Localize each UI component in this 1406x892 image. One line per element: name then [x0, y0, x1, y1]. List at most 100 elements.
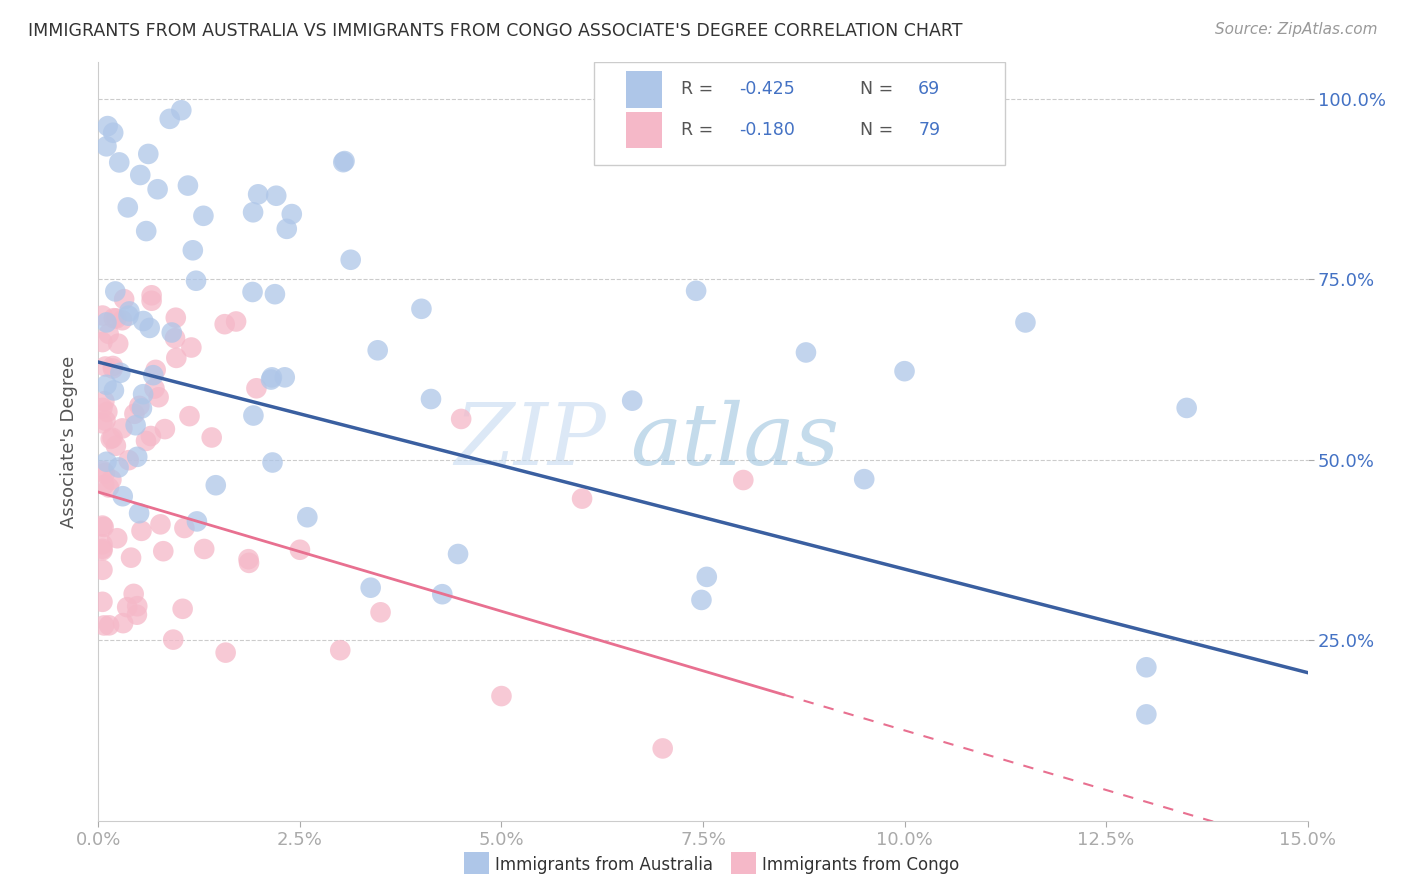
Point	[696, 570, 718, 584]
Point	[111, 421, 134, 435]
Point	[94, 359, 117, 374]
Point	[105, 311, 128, 326]
Point	[91, 309, 114, 323]
Point	[124, 407, 146, 421]
Point	[260, 370, 283, 384]
Point	[262, 456, 284, 470]
Point	[165, 351, 187, 365]
Point	[163, 331, 186, 345]
Point	[238, 556, 260, 570]
Text: R =: R =	[682, 80, 718, 98]
Point	[101, 361, 124, 376]
Bar	[626, 112, 662, 148]
Point	[179, 409, 201, 424]
FancyBboxPatch shape	[595, 62, 1005, 165]
Text: atlas: atlas	[630, 401, 839, 483]
Point	[128, 506, 150, 520]
Text: -0.180: -0.180	[740, 121, 796, 139]
Point	[96, 377, 118, 392]
Point	[297, 510, 319, 524]
Point	[193, 209, 215, 223]
Point	[152, 544, 174, 558]
Point	[685, 284, 707, 298]
Point	[214, 646, 236, 660]
Point	[135, 434, 157, 448]
Point	[186, 515, 208, 529]
Point	[136, 147, 159, 161]
Point	[1135, 660, 1157, 674]
Point	[120, 550, 142, 565]
Point	[94, 466, 117, 480]
Point	[621, 393, 644, 408]
Point	[242, 285, 264, 299]
Point	[91, 464, 114, 478]
Point	[105, 531, 128, 545]
Point	[118, 304, 141, 318]
Point	[117, 309, 139, 323]
Point	[360, 581, 382, 595]
Point	[247, 187, 270, 202]
Point	[112, 616, 135, 631]
Point	[98, 618, 121, 632]
Point	[329, 643, 352, 657]
Point	[180, 341, 202, 355]
Point	[132, 387, 155, 401]
Point	[1014, 315, 1036, 329]
Point	[93, 478, 115, 492]
Point	[245, 381, 267, 395]
Point	[651, 741, 673, 756]
Point	[264, 287, 287, 301]
Point	[112, 292, 135, 306]
Bar	[626, 71, 662, 108]
Point	[108, 155, 131, 169]
Point	[125, 607, 148, 622]
Point	[145, 363, 167, 377]
Point	[91, 541, 114, 556]
Point	[91, 417, 114, 431]
Point	[193, 541, 215, 556]
Point	[115, 600, 138, 615]
Point	[794, 345, 817, 359]
Text: IMMIGRANTS FROM AUSTRALIA VS IMMIGRANTS FROM CONGO ASSOCIATE'S DEGREE CORRELATIO: IMMIGRANTS FROM AUSTRALIA VS IMMIGRANTS …	[28, 22, 963, 40]
Point	[143, 382, 166, 396]
Point	[91, 537, 114, 551]
Point	[131, 524, 153, 538]
Text: -0.425: -0.425	[740, 80, 794, 98]
Text: 79: 79	[918, 121, 941, 139]
Text: Source: ZipAtlas.com: Source: ZipAtlas.com	[1215, 22, 1378, 37]
Text: N =: N =	[860, 80, 898, 98]
Point	[146, 182, 169, 196]
Point	[127, 450, 149, 464]
Point	[165, 310, 187, 325]
Point	[162, 632, 184, 647]
Point	[129, 168, 152, 182]
Point	[131, 401, 153, 416]
Point	[264, 188, 287, 202]
Point	[97, 119, 120, 133]
Point	[96, 405, 118, 419]
Text: ZIP: ZIP	[454, 401, 606, 483]
Point	[260, 372, 283, 386]
Point	[127, 599, 149, 614]
Point	[124, 418, 146, 433]
Point	[172, 602, 194, 616]
Text: 69: 69	[918, 80, 941, 98]
Point	[893, 364, 915, 378]
Point	[242, 409, 264, 423]
Point	[411, 301, 433, 316]
Point	[91, 401, 114, 415]
Point	[141, 288, 163, 302]
Point	[103, 311, 125, 326]
Point	[96, 139, 118, 153]
Point	[100, 432, 122, 446]
Point	[339, 252, 361, 267]
Point	[238, 552, 260, 566]
Point	[118, 453, 141, 467]
Point	[274, 370, 297, 384]
Point	[225, 314, 247, 328]
Point	[101, 431, 124, 445]
Point	[135, 224, 157, 238]
Point	[104, 439, 127, 453]
Point	[853, 472, 876, 486]
Point	[288, 542, 311, 557]
